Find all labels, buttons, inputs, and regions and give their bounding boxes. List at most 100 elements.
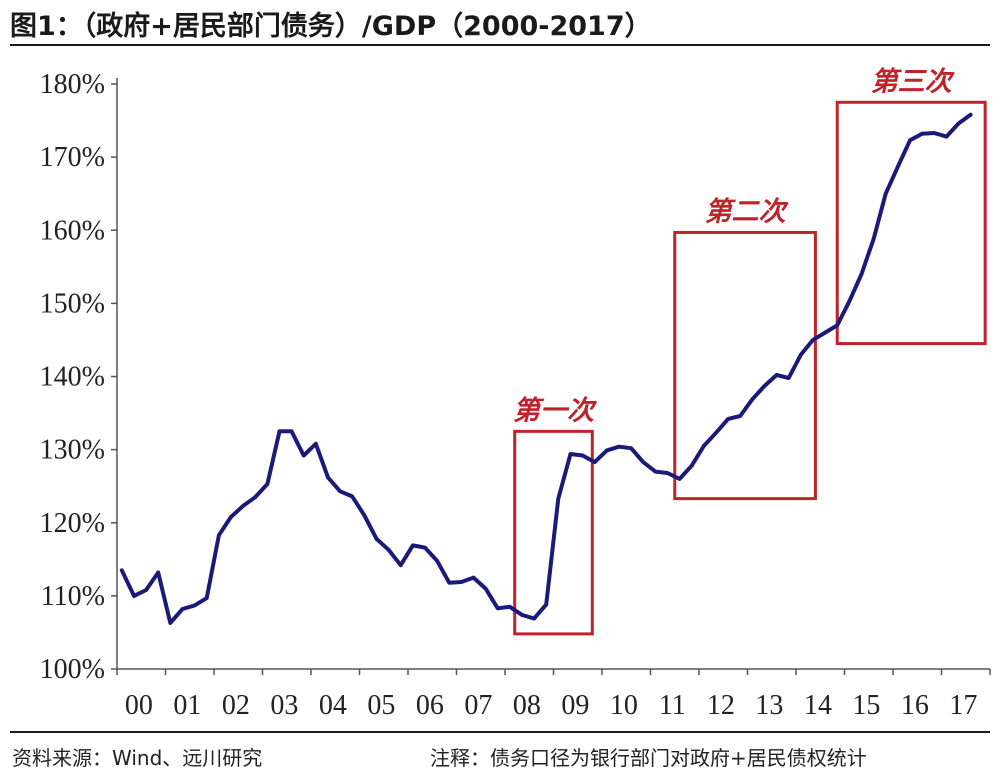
data-point [799, 352, 803, 357]
data-point [750, 397, 755, 401]
y-tick-label: 130% [40, 435, 105, 466]
data-point [689, 463, 694, 468]
data-point [871, 237, 876, 241]
y-tick-label: 140% [40, 362, 105, 393]
annotation-box [673, 230, 817, 501]
data-point [677, 477, 682, 481]
data-point [217, 533, 221, 537]
x-tick-label: 12 [707, 690, 735, 721]
data-point [192, 603, 197, 608]
data-point [920, 131, 924, 136]
data-point [362, 513, 367, 518]
data-point [738, 414, 743, 418]
x-tick-label: 03 [270, 690, 298, 721]
data-point [762, 384, 767, 388]
y-tick-label: 170% [40, 142, 105, 173]
data-point [629, 446, 633, 450]
data-point [726, 417, 730, 421]
data-point [314, 441, 318, 446]
data-point [144, 588, 148, 592]
data-point [556, 496, 561, 501]
data-point [386, 548, 391, 552]
annotation-label: 第一次 [513, 395, 598, 426]
data-point [823, 330, 827, 335]
data-point [544, 602, 549, 607]
line-chart: 100% 110% 120% 130% 140% 150% 160% 170% 180% 00 01… [40, 66, 991, 721]
data-point [665, 471, 670, 475]
data-point [580, 453, 585, 458]
data-point [956, 121, 961, 126]
data-point [495, 606, 500, 611]
x-tick-label: 17 [949, 690, 977, 721]
data-point [702, 444, 706, 448]
y-tick-label: 120% [40, 508, 105, 539]
y-tick-label: 180% [40, 69, 105, 100]
data-point [459, 580, 464, 584]
footnote: 注释：债务口径为银行部门对政府+居民债权统计 [430, 746, 867, 770]
data-point [374, 537, 379, 541]
data-point [520, 613, 524, 617]
data-point [265, 482, 270, 486]
data-point [289, 429, 294, 434]
x-tick-label: 07 [464, 690, 492, 721]
data-point [229, 515, 233, 519]
x-tick-label: 05 [367, 690, 395, 721]
y-tick-label: 160% [40, 215, 105, 246]
data-point [641, 460, 646, 464]
data-point [896, 164, 900, 169]
annotation-box [835, 100, 987, 346]
data-point [774, 373, 779, 377]
data-point [423, 545, 427, 550]
data-point [847, 299, 852, 303]
x-tick-label: 06 [416, 690, 444, 721]
x-tick-label: 14 [804, 690, 832, 721]
x-tick-label: 08 [513, 690, 541, 721]
x-tick-label: 00 [125, 690, 153, 721]
x-tick-label: 11 [659, 690, 686, 721]
data-point [326, 475, 330, 480]
data-point [653, 469, 658, 474]
data-point [132, 594, 136, 598]
chart-title: 图1：（政府+居民部门债务）/GDP（2000-2017） [10, 11, 652, 42]
x-tick-label: 02 [222, 690, 250, 721]
data-point [811, 338, 815, 342]
x-tick-label: 16 [901, 690, 929, 721]
data-point [617, 444, 621, 449]
data-point [241, 504, 245, 508]
source-note: 资料来源：Wind、远川研究 [12, 746, 263, 770]
series-line [119, 112, 973, 625]
data-point [350, 494, 355, 499]
data-point [180, 607, 185, 611]
data-point [592, 460, 597, 464]
data-point [568, 452, 573, 456]
data-point [605, 448, 609, 453]
annotation-box [513, 429, 594, 636]
x-tick-label: 01 [173, 690, 201, 721]
data-point [204, 596, 209, 600]
data-point [483, 586, 488, 591]
annotation-label: 第三次 [871, 66, 956, 97]
data-point [932, 131, 937, 135]
data-point [411, 543, 415, 548]
x-tick-label: 10 [610, 690, 638, 721]
data-point [447, 580, 452, 585]
data-point [168, 621, 173, 625]
footer-divider [10, 731, 990, 733]
data-point [883, 191, 888, 196]
data-point [156, 570, 161, 575]
data-point [508, 605, 512, 609]
data-point [835, 323, 840, 328]
data-point [944, 134, 949, 139]
data-point [532, 616, 536, 621]
data-point [968, 112, 973, 117]
data-point [786, 376, 791, 380]
data-point [253, 495, 258, 499]
x-tick-label: 04 [319, 690, 347, 721]
y-tick-label: 110% [41, 581, 105, 612]
data-point [338, 489, 342, 494]
data-point [120, 568, 124, 573]
data-point [471, 575, 476, 580]
data-point [908, 138, 912, 143]
data-point [714, 431, 718, 435]
x-tick-label: 13 [755, 690, 783, 721]
